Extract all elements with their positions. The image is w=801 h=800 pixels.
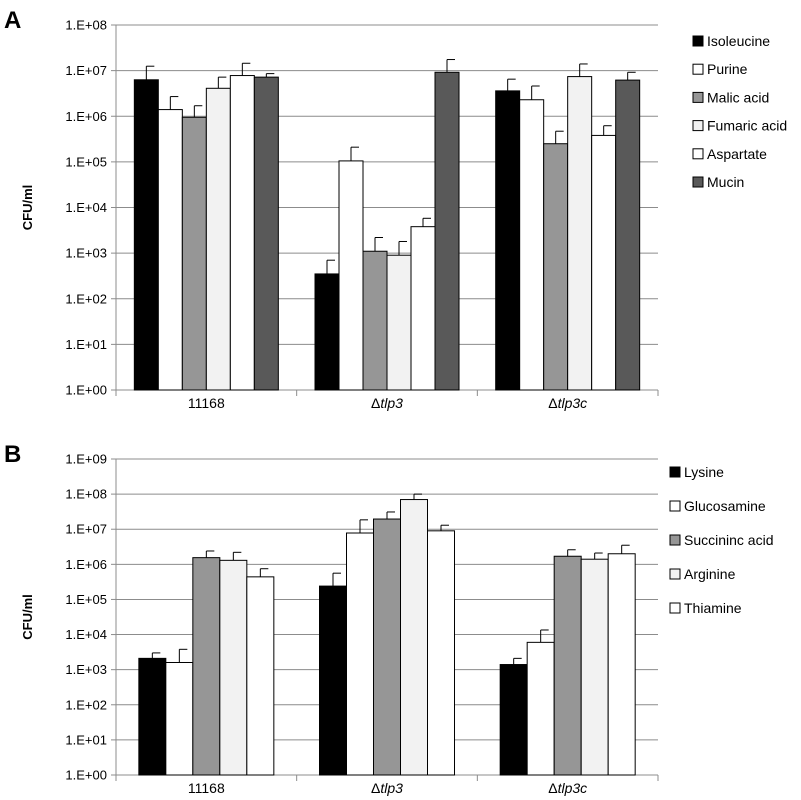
bar-arginine xyxy=(400,499,429,776)
x-tick-label: Δtlp3c xyxy=(548,395,587,411)
bar-lysine xyxy=(138,657,167,776)
bar-malic-acid xyxy=(543,143,569,391)
legend-label: Thiamine xyxy=(684,600,742,616)
legend-label: Isoleucine xyxy=(707,33,770,49)
legend-swatch xyxy=(692,91,704,103)
bar-lysine xyxy=(499,664,528,776)
bar-malic-acid xyxy=(362,250,388,391)
y-axis-label: CFU/ml xyxy=(20,594,35,640)
panel-letter: A xyxy=(4,7,21,34)
legend-swatch xyxy=(669,466,681,478)
legend-label: Malic acid xyxy=(707,89,769,105)
bar-succininc-acid xyxy=(373,518,402,776)
y-tick-label: 1.E+09 xyxy=(65,452,107,467)
legend-swatch xyxy=(669,500,681,512)
bar-lysine xyxy=(319,585,348,776)
bar-mucin xyxy=(615,79,641,391)
y-tick-label: 1.E+04 xyxy=(65,627,107,642)
y-tick-label: 1.E+05 xyxy=(65,154,107,169)
y-tick-label: 1.E+00 xyxy=(65,383,107,398)
bar-glucosamine xyxy=(165,661,194,776)
legend-label: Purine xyxy=(707,61,748,77)
y-tick-label: 1.E+04 xyxy=(65,200,107,215)
legend-label: Mucin xyxy=(707,174,744,190)
legend-swatch xyxy=(669,568,681,580)
y-tick-label: 1.E+01 xyxy=(65,732,107,747)
y-tick-label: 1.E+02 xyxy=(65,291,107,306)
bar-arginine xyxy=(219,559,248,776)
bar-glucosamine xyxy=(346,532,375,776)
bar-fumaric-acid xyxy=(386,254,412,391)
legend-swatch xyxy=(692,176,704,188)
bar-succininc-acid xyxy=(553,555,582,776)
x-tick-label: Δtlp3 xyxy=(371,780,403,796)
legend-label: Lysine xyxy=(684,464,724,480)
y-tick-label: 1.E+01 xyxy=(65,337,107,352)
legend-label: Aspartate xyxy=(707,146,767,162)
bar-purine xyxy=(519,99,545,391)
y-tick-label: 1.E+08 xyxy=(65,18,107,33)
x-tick-label: 11168 xyxy=(188,780,225,796)
legend-swatch xyxy=(692,63,704,75)
y-tick-label: 1.E+08 xyxy=(65,487,107,502)
bar-arginine xyxy=(580,558,609,776)
y-axis-label: CFU/ml xyxy=(20,185,35,231)
bar-isoleucine xyxy=(495,90,521,391)
bar-thiamine xyxy=(427,530,456,776)
legend-label: Succininc acid xyxy=(684,532,774,548)
y-tick-label: 1.E+06 xyxy=(65,109,107,124)
bar-glucosamine xyxy=(526,641,555,776)
legend-swatch xyxy=(692,35,704,47)
bar-fumaric-acid xyxy=(567,76,593,391)
y-tick-label: 1.E+03 xyxy=(65,246,107,261)
panel-letter: B xyxy=(4,441,21,468)
x-tick-label: Δtlp3c xyxy=(548,780,587,796)
legend-swatch xyxy=(669,602,681,614)
legend-swatch xyxy=(692,120,704,132)
y-tick-label: 1.E+07 xyxy=(65,522,107,537)
bar-purine xyxy=(157,109,183,391)
bar-mucin xyxy=(434,71,460,391)
bar-thiamine xyxy=(607,553,636,776)
y-tick-label: 1.E+02 xyxy=(65,697,107,712)
bar-aspartate xyxy=(229,75,255,391)
bar-thiamine xyxy=(246,576,275,776)
bar-succininc-acid xyxy=(192,557,221,776)
bar-isoleucine xyxy=(133,79,159,391)
legend-swatch xyxy=(692,148,704,160)
panel-a: A 1.E+00 1.E+01 1.E+02 1.E+03 1.E+04 1.E+05 1.E… xyxy=(4,7,787,411)
bar-aspartate xyxy=(591,134,617,391)
x-tick-label: Δtlp3 xyxy=(371,395,403,411)
bar-fumaric-acid xyxy=(205,87,231,391)
y-tick-label: 1.E+00 xyxy=(65,768,107,783)
legend-label: Fumaric acid xyxy=(707,118,787,134)
bar-malic-acid xyxy=(181,116,207,391)
legend-label: Arginine xyxy=(684,566,736,582)
x-tick-label: 11168 xyxy=(188,395,225,411)
bar-aspartate xyxy=(410,226,436,391)
legend-label: Glucosamine xyxy=(684,498,766,514)
y-tick-label: 1.E+07 xyxy=(65,63,107,78)
bar-purine xyxy=(338,160,364,391)
bar-mucin xyxy=(253,76,279,391)
y-tick-label: 1.E+05 xyxy=(65,592,107,607)
legend-swatch xyxy=(669,534,681,546)
y-tick-label: 1.E+06 xyxy=(65,557,107,572)
bar-isoleucine xyxy=(314,273,340,391)
panel-b: B 1.E+00 1.E+01 1.E+02 1.E+03 1.E+04 1.E+05 1.E… xyxy=(4,441,774,796)
y-tick-label: 1.E+03 xyxy=(65,662,107,677)
